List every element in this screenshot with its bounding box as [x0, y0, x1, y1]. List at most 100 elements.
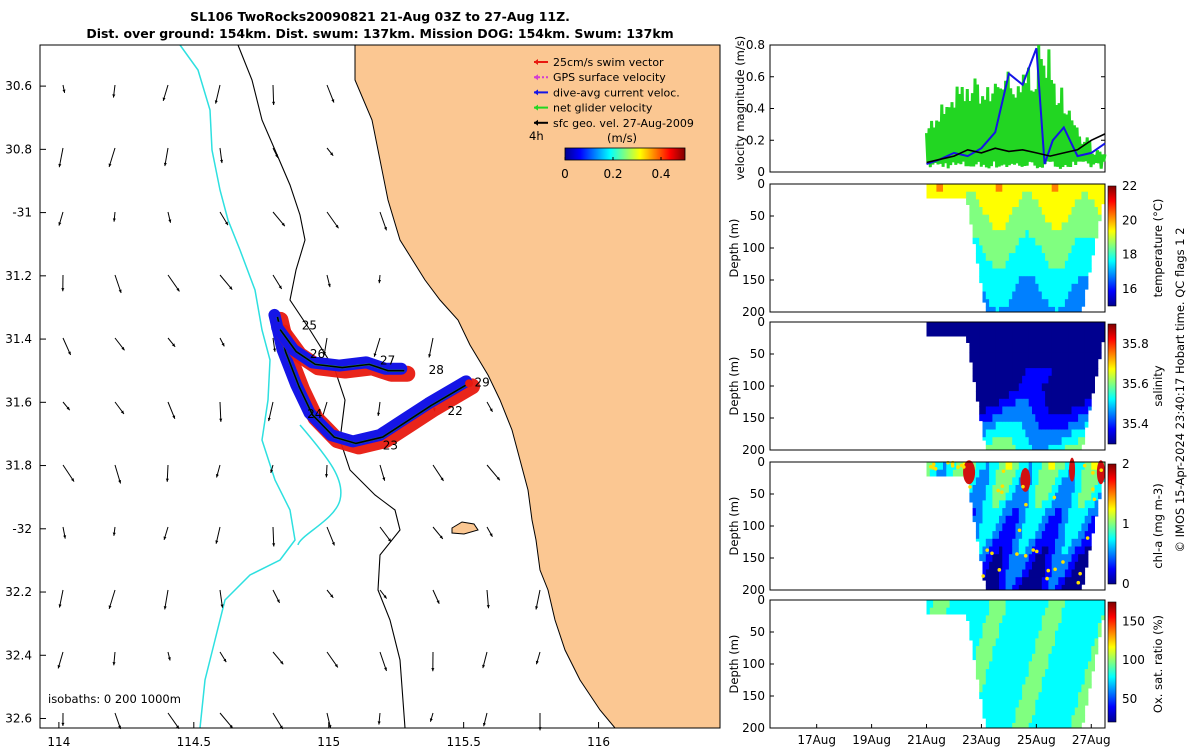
section-cell: [1032, 607, 1036, 616]
section-cell: [995, 477, 1000, 486]
section-cell: [1025, 383, 1030, 392]
section-cell: [1058, 444, 1062, 451]
section-cell: [1045, 477, 1049, 486]
section-cell: [1008, 383, 1013, 392]
time-xtick-label: 27Aug: [1072, 733, 1111, 747]
section-cell: [1061, 561, 1066, 570]
section-cell: [979, 337, 983, 346]
section-cell: [1088, 531, 1092, 540]
section-cell: [1035, 253, 1039, 262]
section-cell: [1002, 638, 1006, 647]
section-cell: [1074, 462, 1079, 471]
section-cell: [1051, 577, 1056, 586]
section-cell: [1038, 214, 1043, 223]
section-cell: [992, 429, 997, 438]
section-cell: [1074, 406, 1079, 415]
section-colorbar-tick: 2: [1122, 457, 1130, 471]
section-cell: [982, 222, 987, 231]
section-cell: [1081, 646, 1086, 655]
section-cell: [1084, 191, 1089, 200]
section-cell: [1068, 531, 1072, 540]
section-cell: [1015, 523, 1020, 532]
section-cell: [1035, 437, 1039, 446]
current-arrowhead: [331, 541, 335, 546]
section-cell: [995, 444, 1000, 451]
section-cell: [1038, 414, 1043, 423]
section-cell: [1045, 531, 1049, 540]
section-cell: [1071, 707, 1076, 716]
section-cell: [1094, 508, 1099, 517]
section-cell: [1071, 406, 1076, 415]
section-cell: [982, 291, 987, 300]
section-cell: [1078, 623, 1082, 632]
section-cell: [1028, 684, 1033, 693]
section-cell: [1025, 600, 1030, 609]
section-cell: [1025, 429, 1030, 438]
section-cell: [1032, 661, 1036, 670]
section-cell: [1041, 554, 1046, 563]
section-cell: [999, 375, 1003, 384]
section-cell: [1002, 368, 1006, 377]
section-cell: [985, 707, 990, 716]
section-cell: [1045, 421, 1049, 430]
section-cell: [1015, 515, 1020, 524]
section-cell: [972, 184, 977, 193]
section-cell: [999, 345, 1003, 354]
section-cell: [1048, 260, 1053, 269]
section-cell: [1025, 623, 1030, 632]
section-cell: [1094, 630, 1099, 639]
section-cell: [1078, 398, 1082, 407]
section-cell: [1025, 268, 1030, 277]
section-cell: [989, 245, 993, 254]
section-cell: [1045, 345, 1049, 354]
section-cell: [1005, 692, 1010, 701]
section-cell: [1022, 329, 1026, 338]
section-cell: [1002, 462, 1006, 471]
section-cell: [1058, 421, 1062, 430]
section-cell: [1064, 546, 1069, 555]
current-arrowhead: [108, 605, 112, 609]
section-cell: [985, 699, 990, 708]
section-cell: [1068, 444, 1072, 451]
section-cell: [1041, 477, 1046, 486]
section-cell: [1038, 623, 1043, 632]
section-cell: [1081, 253, 1086, 262]
section-cell: [1015, 360, 1020, 369]
section-cell: [1041, 414, 1046, 423]
section-cell: [1081, 546, 1086, 555]
section-cell: [1008, 375, 1013, 384]
section-cell: [1041, 429, 1046, 438]
section-cell: [1064, 429, 1069, 438]
section-cell: [1008, 214, 1013, 223]
section-cell: [1032, 268, 1036, 277]
section-cell: [1088, 360, 1092, 369]
section-cell: [1005, 352, 1010, 361]
section-cell: [1015, 477, 1020, 486]
section-cell: [1012, 508, 1016, 517]
section-cell: [995, 569, 1000, 578]
section-cell: [1012, 569, 1016, 578]
section-cell: [1032, 375, 1036, 384]
current-arrow: [326, 211, 339, 229]
section-cell: [1005, 245, 1010, 254]
section-cell: [985, 245, 990, 254]
section-cell: [1055, 253, 1059, 262]
section-cell: [1032, 306, 1036, 313]
section-cell: [992, 715, 997, 724]
current-arrowhead: [439, 535, 443, 539]
section-cell: [1008, 199, 1013, 208]
section-cell: [1091, 383, 1095, 392]
section-cell: [989, 306, 993, 313]
section-cell: [969, 360, 974, 363]
section-cell: [992, 191, 997, 200]
section-cell: [992, 299, 997, 308]
section-cell: [982, 561, 987, 570]
section-cell: [995, 508, 1000, 517]
section-cell: [1061, 722, 1066, 729]
section-cell: [1035, 692, 1039, 701]
section-cell: [1097, 322, 1102, 331]
section-cell: [969, 207, 974, 216]
section-cell: [1038, 276, 1043, 285]
current-arrowhead: [384, 667, 387, 671]
section-cell: [1035, 531, 1039, 540]
